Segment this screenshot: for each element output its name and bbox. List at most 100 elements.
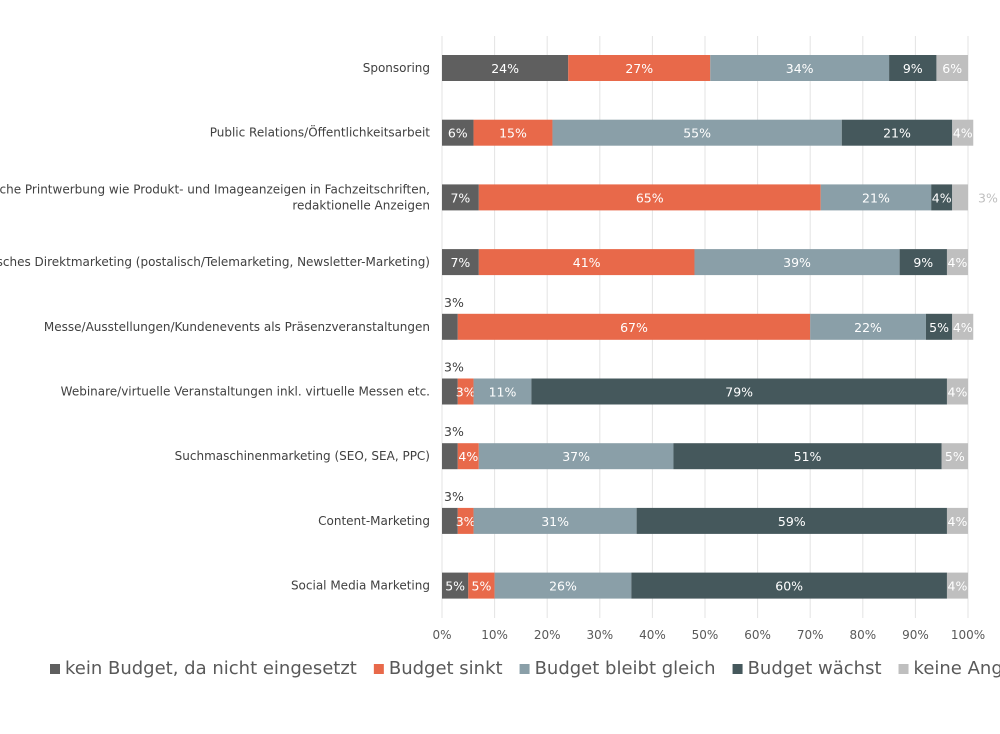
bar-segment [531,378,947,405]
bar-segment [468,572,495,599]
x-tick-label: 70% [797,628,824,642]
data-label: 4% [948,514,968,529]
bar-segment [442,378,458,405]
bar-segment [673,443,942,470]
legend-swatch [373,664,384,674]
data-label: 37% [562,449,590,464]
bar-segment [442,313,458,340]
x-tick-label: 10% [481,628,508,642]
data-label: 39% [783,255,811,270]
legend-label: kein Budget, da nicht eingesetzt [65,658,357,679]
bar-segment [478,249,695,276]
bar-segment [478,184,821,211]
bar-segment [820,184,932,211]
x-tick-label: 50% [692,628,719,642]
data-label: 3% [444,489,464,504]
category-label: redaktionelle Anzeigen [292,198,430,212]
data-label: 3% [444,360,464,375]
x-tick-label: 90% [902,628,929,642]
data-label: 26% [549,579,577,594]
data-label: 21% [883,126,911,141]
bar-segment [442,572,469,599]
data-label: 4% [948,255,968,270]
bar-segment [442,119,474,146]
data-label: 7% [450,190,470,205]
bar-segment [457,443,479,470]
bar-segment [473,119,553,146]
bar-segment [568,55,711,81]
data-label: 15% [499,126,527,141]
bar-segment [946,572,968,599]
x-tick-label: 100% [951,628,985,642]
bar-segment [841,119,953,146]
data-label: 5% [945,449,965,464]
data-label: 67% [620,320,648,335]
data-label: 5% [472,579,492,594]
bar-segment [925,313,953,340]
bar-segment [936,55,968,81]
bar-segment [457,378,474,405]
bar-segment [494,572,632,599]
x-tick-label: 60% [744,628,771,642]
bar-segment [946,378,968,405]
category-label: Social Media Marketing [291,579,430,593]
data-label: 4% [458,449,478,464]
data-label: 22% [854,320,882,335]
data-label: 51% [794,449,822,464]
data-label: 3% [444,295,464,310]
category-label: Klassisches Direktmarketing (postalisch/… [0,255,430,269]
bar-segment [442,507,458,534]
data-label: 6% [448,126,468,141]
data-label: 5% [929,320,949,335]
bar-segment [473,378,532,405]
data-label: 3% [456,514,476,529]
category-label: Sponsoring [363,61,430,75]
data-label: 11% [489,385,517,400]
bar-segment [457,507,474,534]
bar-segment [442,184,479,211]
bar-segment [442,249,479,276]
data-label: 4% [953,126,973,141]
data-label: 21% [862,190,890,205]
category-label: Public Relations/Öffentlichkeitsarbeit [210,124,431,140]
x-tick-label: 0% [432,628,451,642]
data-label: 27% [625,61,653,76]
data-label: 4% [932,190,952,205]
legend-swatch [732,664,743,674]
legend-label: Budget bleibt gleich [535,658,716,679]
data-label: 4% [948,579,968,594]
bar-segment [457,313,811,340]
legend-swatch [519,664,530,674]
bar-segment [552,119,842,146]
bar-segment [946,249,968,276]
data-label: 9% [913,255,933,270]
bar-segment [694,249,900,276]
data-label: 4% [948,385,968,400]
bar-segment [946,507,968,534]
data-label: 31% [541,514,569,529]
bar-segment [952,184,968,211]
legend-label: Budget sinkt [389,658,503,679]
legend-label: Budget wächst [748,658,882,679]
data-label: 34% [786,61,814,76]
category-label: Content-Marketing [318,514,430,528]
data-label: 65% [636,190,664,205]
data-label: 3% [444,424,464,439]
data-label: 60% [775,579,803,594]
data-label: 59% [778,514,806,529]
legend-swatch [50,664,60,674]
bar-segment [710,55,890,81]
legend-swatch [898,664,909,674]
data-label: 3% [978,190,998,205]
data-label: 41% [573,255,601,270]
category-label: Messe/Ausstellungen/Kundenevents als Prä… [44,320,430,334]
bar-segment [931,184,953,211]
data-label: 55% [683,126,711,141]
data-label: 24% [491,61,519,76]
bar-segment [631,572,947,599]
category-label: Suchmaschinenmarketing (SEO, SEA, PPC) [175,449,430,463]
bar-segment [941,443,968,470]
bar-segment [899,249,947,276]
data-label: 7% [450,255,470,270]
data-label: 6% [942,61,962,76]
